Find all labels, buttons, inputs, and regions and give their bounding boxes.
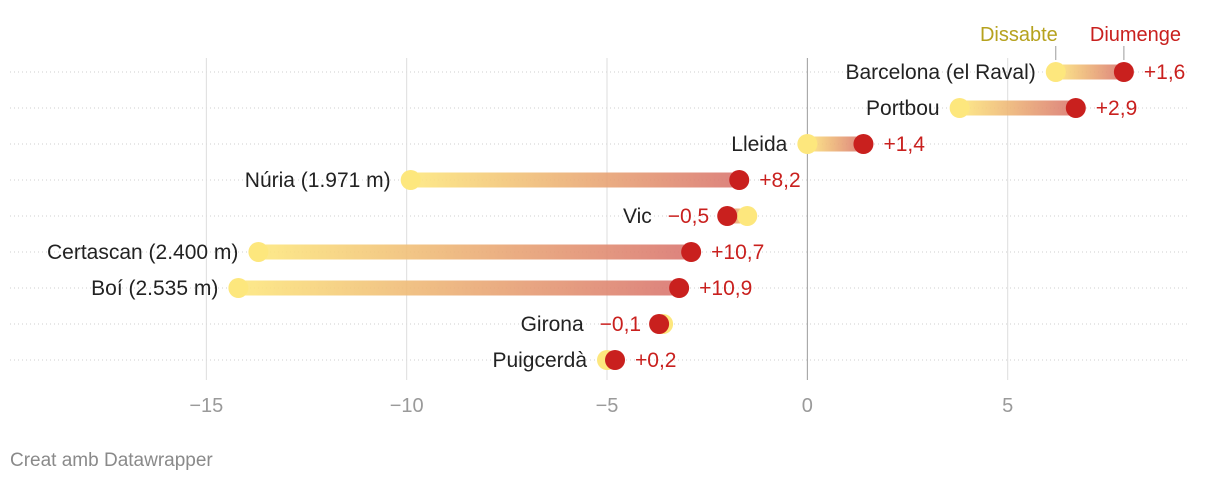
dumbbell-row: Certascan (2.400 m) +10,7	[47, 241, 764, 264]
diff-label: −0,5	[668, 205, 709, 228]
diff-label: +1,6	[1144, 61, 1185, 84]
row-label: Certascan (2.400 m)	[47, 241, 238, 264]
row-label: Portbou	[866, 97, 940, 120]
end-dot	[669, 278, 690, 298]
rows-layer: Barcelona (el Raval) +1,6 Portbou +2,9 Lleid…	[47, 61, 1185, 372]
row-label: Vic	[623, 205, 652, 228]
end-dot	[1065, 98, 1086, 118]
start-dot	[228, 278, 249, 298]
row-label: Núria (1.971 m)	[245, 169, 391, 192]
range-bar	[959, 100, 1076, 116]
range-bar	[807, 136, 864, 152]
diff-label: +2,9	[1096, 97, 1137, 120]
diff-label: +0,2	[635, 349, 676, 372]
end-dot	[853, 134, 874, 154]
dumbbell-row: Lleida +1,4	[731, 133, 925, 156]
dumbbell-row: Portbou +2,9	[866, 97, 1137, 120]
start-dot	[248, 242, 269, 262]
row-label: Girona	[521, 313, 584, 336]
range-bar	[258, 244, 692, 260]
x-tick-label: −5	[596, 395, 619, 417]
x-tick-label: −15	[189, 395, 223, 417]
x-axis: −15 −10 −5 0 5	[189, 395, 1013, 417]
dumbbell-row: Boí (2.535 m) +10,9	[91, 277, 752, 300]
range-bar	[1055, 64, 1124, 80]
dumbbell-row: Núria (1.971 m) +8,2	[245, 169, 801, 192]
dumbbell-chart: Dissabte Diumenge Barcelona (el Raval) +1,…	[10, 24, 1188, 417]
end-dot	[681, 242, 702, 262]
dumbbell-row: Girona −0,1	[521, 313, 674, 336]
end-dot	[729, 170, 750, 190]
dumbbell-row: Barcelona (el Raval) +1,6	[846, 61, 1186, 84]
legend: Dissabte Diumenge	[980, 24, 1181, 60]
end-dot	[649, 314, 670, 334]
end-dot	[717, 206, 738, 226]
diff-label: +10,7	[711, 241, 764, 264]
row-label: Boí (2.535 m)	[91, 277, 218, 300]
credit-footer: Creat amb Datawrapper	[10, 450, 213, 471]
start-dot	[400, 170, 421, 190]
diff-label: +10,9	[699, 277, 752, 300]
range-bar	[410, 172, 740, 188]
diff-label: +8,2	[759, 169, 800, 192]
dumbbell-row: Puigcerdà +0,2	[492, 349, 676, 372]
start-dot	[797, 134, 818, 154]
legend-end-label: Diumenge	[1090, 24, 1181, 46]
x-tick-label: 5	[1002, 395, 1013, 417]
start-dot	[737, 206, 758, 226]
end-dot	[605, 350, 626, 370]
diff-label: +1,4	[883, 133, 925, 156]
x-tick-label: −10	[390, 395, 424, 417]
diff-label: −0,1	[600, 313, 641, 336]
start-dot	[1045, 62, 1066, 82]
x-tick-label: 0	[802, 395, 813, 417]
range-bar	[238, 280, 680, 296]
row-label: Barcelona (el Raval)	[846, 61, 1036, 84]
start-dot	[949, 98, 970, 118]
end-dot	[1113, 62, 1134, 82]
legend-start-label: Dissabte	[980, 24, 1058, 46]
row-label: Puigcerdà	[492, 349, 587, 372]
row-label: Lleida	[731, 133, 787, 156]
dumbbell-row: Vic −0,5	[623, 205, 758, 228]
